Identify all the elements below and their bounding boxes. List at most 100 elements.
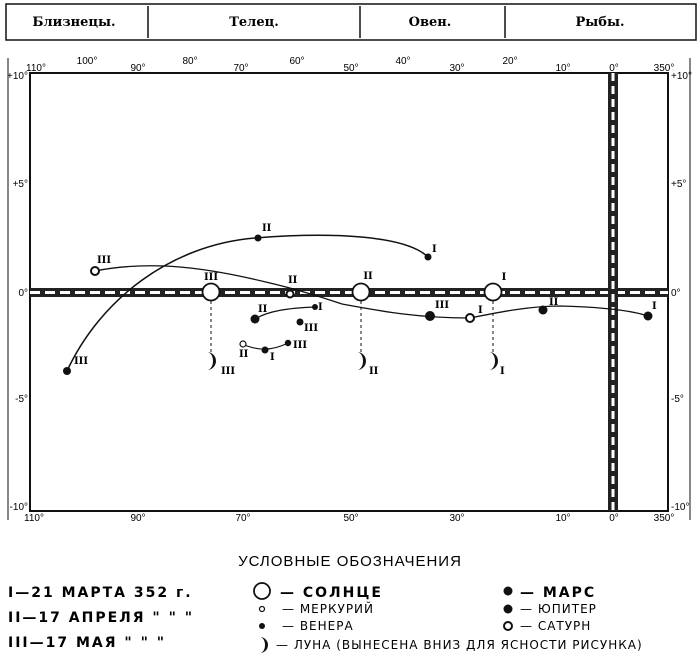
mercury-label-III: II: [239, 349, 249, 360]
jupiter-label-III: III: [304, 323, 318, 334]
mercury-mark: [239, 340, 247, 348]
mars-icon: [503, 586, 513, 596]
sun-mark-II: [351, 282, 371, 302]
moon-label-I: I: [500, 366, 505, 377]
zodiac-taurus: Телец.: [229, 15, 279, 30]
zodiac-pisces: Рыбы.: [575, 15, 624, 30]
jupiter-label-I: I: [270, 352, 275, 363]
tick-label: 90°: [130, 63, 145, 74]
legend-sun: — СОЛНЦЕ: [280, 585, 383, 601]
tick-label: 0°: [18, 288, 28, 299]
saturn-mark-III: [90, 266, 100, 276]
saturn-label-II: II: [288, 275, 298, 286]
zero-longitude-band: [608, 73, 618, 511]
legend-mars: — МАРС: [520, 585, 596, 601]
tick-label: +10°: [7, 71, 28, 82]
tick-label: 0°: [671, 288, 681, 299]
saturn-label-III: III: [97, 255, 111, 266]
tick-label: 50°: [343, 513, 358, 524]
moon-icon: [260, 637, 268, 653]
tick-label: 90°: [130, 513, 145, 524]
legend-mercury: — МЕРКУРИЙ: [282, 601, 374, 616]
mercury-icon: [258, 605, 266, 613]
top-tick-labels: 110° 100° 90° 80° 70° 60° 50° 40° 30° 20…: [26, 56, 674, 74]
tick-label: -10°: [10, 502, 28, 513]
tick-label: -10°: [671, 502, 689, 513]
tick-label: 30°: [449, 513, 464, 524]
tick-label: 0°: [609, 513, 619, 524]
tick-label: +5°: [671, 179, 686, 190]
saturn-mars-path-east: [341, 303, 649, 319]
tick-label: 40°: [395, 56, 410, 67]
sun-label-II: II: [363, 271, 373, 282]
legend-title: УСЛОВНЫЕ ОБОЗНАЧЕНИЯ: [238, 553, 462, 570]
bottom-tick-labels: 110° 90° 70° 50° 30° 10° 0° 350°: [24, 513, 674, 524]
mars-label-I: I: [652, 301, 657, 312]
sun-mark-III: [201, 282, 221, 302]
jupiter-icon: [503, 604, 513, 614]
left-tick-labels: +10° +5° 0° -5° -10°: [7, 71, 28, 513]
moon-mark-III: [207, 352, 216, 370]
zodiac-frame: [5, 3, 697, 41]
venus-mark-I: [424, 253, 432, 261]
sun-label-I: I: [502, 272, 507, 283]
sun-label-III: III: [204, 272, 218, 283]
small-mark-label: I: [318, 302, 323, 313]
jupiter-mark-II: [250, 314, 260, 324]
mars-mark-I: [643, 311, 653, 321]
legend-date-I: I—21 МАРТА 352 г.: [8, 585, 193, 601]
tick-label: 10°: [555, 63, 570, 74]
right-tick-labels: +10° +5° 0° -5° -10°: [671, 71, 692, 513]
mars-mark-III: [425, 311, 435, 321]
moon-mark-II: [357, 352, 366, 370]
tick-label: 350°: [654, 513, 675, 524]
tick-label: 50°: [343, 63, 358, 74]
legend-moon: — ЛУНА (ВЫНЕСЕНА ВНИЗ ДЛЯ ЯСНОСТИ РИСУНК…: [276, 638, 643, 652]
saturn-label-I: I: [478, 305, 483, 316]
legend-venus: — ВЕНЕРА: [282, 619, 354, 633]
legend-jupiter: — ЮПИТЕР: [520, 602, 597, 616]
legend-date-II: II—17 АПРЕЛЯ " " ": [8, 610, 194, 626]
moon-mark-I: [489, 352, 498, 370]
tick-label: 10°: [555, 513, 570, 524]
saturn-mark-small: [284, 339, 292, 347]
small-mark: [312, 304, 318, 310]
saturn-path-west: [94, 265, 343, 305]
saturn-icon: [503, 621, 513, 631]
mars-label-II: II: [549, 297, 559, 308]
tick-label: 80°: [182, 56, 197, 67]
tick-label: +10°: [671, 71, 692, 82]
venus-mark-III: [63, 367, 71, 375]
zodiac-gemini: Близнецы.: [32, 15, 115, 30]
tick-label: -5°: [15, 394, 28, 405]
saturn-mark-I: [465, 313, 475, 323]
venus-icon: [259, 623, 265, 629]
sun-icon: [253, 582, 271, 600]
tick-label: 30°: [449, 63, 464, 74]
tick-label: 60°: [289, 56, 304, 67]
zodiac-aries: Овен.: [409, 15, 452, 30]
venus-label-I: I: [432, 244, 437, 255]
zodiac-header: Близнецы. Телец. Овен. Рыбы.: [5, 3, 697, 41]
tick-label: 110°: [24, 513, 44, 524]
tick-label: 100°: [77, 56, 98, 67]
tick-label: +5°: [13, 179, 28, 190]
jupiter-mark-I: [261, 346, 269, 354]
saturn-mark-II: [285, 289, 295, 299]
jupiter-label-II: II: [258, 304, 268, 315]
tick-label: -5°: [671, 394, 684, 405]
venus-label-III: III: [74, 356, 88, 367]
venus-mark-II: [254, 234, 262, 242]
tick-label: 70°: [235, 513, 250, 524]
moon-label-II: II: [369, 366, 379, 377]
moon-label-III: III: [221, 366, 235, 377]
legend-date-III: III—17 МАЯ " " ": [8, 635, 166, 651]
sun-mark-I: [483, 282, 503, 302]
tick-label: 70°: [233, 63, 248, 74]
legend: УСЛОВНЫЕ ОБОЗНАЧЕНИЯ I—21 МАРТА 352 г. I…: [8, 553, 643, 653]
small-mark-label: III: [293, 340, 307, 351]
mars-label-III: III: [435, 300, 449, 311]
mars-mark-II: [538, 305, 548, 315]
tick-label: 350°: [654, 63, 675, 74]
